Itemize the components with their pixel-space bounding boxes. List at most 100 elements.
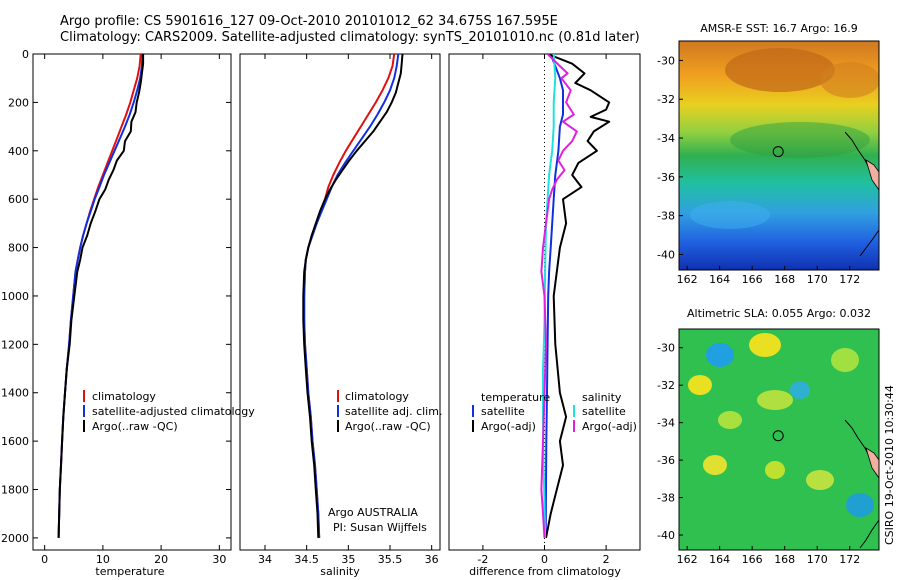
temperature-legend: climatology satellite-adjusted climatolo… bbox=[83, 390, 255, 433]
map-x-tick-label: 172 bbox=[839, 553, 860, 566]
salinity-plot: 34 34.5 35 35.5 36 bbox=[258, 53, 439, 566]
figure-title-line1: Argo profile: CS 5901616_127 09-Oct-2010… bbox=[60, 14, 558, 29]
map-y-tick-label: -32 bbox=[657, 379, 675, 392]
series-argo-raw-qc bbox=[302, 53, 404, 538]
x-tick-label: 10 bbox=[96, 553, 110, 566]
legend-label-argo: Argo(..raw -QC) bbox=[345, 420, 431, 433]
legend-label-temp-argo: Argo(-adj) bbox=[481, 420, 536, 433]
legend-swatch-argo bbox=[337, 420, 339, 432]
y-tick-label: 400 bbox=[8, 145, 29, 158]
map-y-tick-label: -36 bbox=[657, 454, 675, 467]
temperature-axis-label: temperature bbox=[95, 565, 164, 578]
sst-map-frame bbox=[678, 40, 880, 271]
legend-swatch-temp-argo bbox=[472, 420, 474, 432]
legend-swatch-climatology bbox=[83, 390, 85, 402]
map-y-tick-label: -38 bbox=[657, 210, 675, 223]
map-x-tick-label: 170 bbox=[807, 273, 828, 286]
map-y-tick-label: -30 bbox=[657, 54, 675, 67]
sst-map-title: AMSR-E SST: 16.7 Argo: 16.9 bbox=[700, 22, 858, 35]
x-tick-label: 34.5 bbox=[294, 553, 319, 566]
operator-label: Argo AUSTRALIA bbox=[328, 506, 418, 519]
x-tick-label: 34 bbox=[258, 553, 272, 566]
legend-label-temp-satellite: satellite bbox=[481, 405, 525, 418]
map-x-tick-label: 166 bbox=[742, 273, 763, 286]
temperature-plot: 0 10 20 30 0 200 400 600 800 1000 1200 1400 1600 1800… bbox=[1, 48, 231, 566]
map-y-tick-label: -34 bbox=[657, 132, 675, 145]
legend-label-satellite-adjusted: satellite-adjusted climatology bbox=[92, 405, 255, 418]
argo-float-marker bbox=[772, 430, 784, 442]
x-tick-label: 30 bbox=[212, 553, 226, 566]
sla-low-patch bbox=[706, 343, 734, 367]
map-y-tick-label: -34 bbox=[657, 417, 675, 430]
sla-high-patch bbox=[757, 390, 793, 410]
y-tick-label: 0 bbox=[22, 48, 29, 61]
y-tick-label: 1800 bbox=[1, 484, 29, 497]
x-tick-label: 2 bbox=[603, 553, 610, 566]
map-y-tick-label: -36 bbox=[657, 171, 675, 184]
legend-label-sal-satellite: satellite bbox=[582, 405, 626, 418]
y-tick-label: 1000 bbox=[1, 290, 29, 303]
series-climatology bbox=[303, 53, 396, 538]
map-x-tick-label: 168 bbox=[774, 273, 795, 286]
x-tick-label: 36 bbox=[425, 553, 439, 566]
map-y-tick-label: -32 bbox=[657, 93, 675, 106]
map-y-tick-label: -38 bbox=[657, 492, 675, 505]
map-y-tick-label: -30 bbox=[657, 342, 675, 355]
pi-label: PI: Susan Wijffels bbox=[333, 521, 427, 534]
sla-map-axes: 162 164 166 168 170 172 -30 -32 -34 -36 -38 -40 bbox=[657, 342, 860, 566]
sla-high-patch bbox=[765, 461, 785, 479]
y-tick-label: 200 bbox=[8, 96, 29, 109]
legend-header-salinity: salinity bbox=[582, 391, 622, 404]
sla-land bbox=[865, 447, 879, 479]
legend-swatch-argo bbox=[83, 420, 85, 432]
sla-high-patch bbox=[688, 375, 712, 395]
y-tick-label: 600 bbox=[8, 193, 29, 206]
sla-low-patch bbox=[790, 381, 810, 399]
sla-high-patch bbox=[831, 348, 859, 372]
map-x-tick-label: 162 bbox=[677, 553, 698, 566]
difference-axis-label: difference from climatology bbox=[469, 565, 621, 578]
series-argo-raw-qc bbox=[57, 54, 145, 538]
legend-swatch-sal-satellite bbox=[573, 405, 575, 417]
legend-swatch-temp-satellite bbox=[472, 405, 474, 417]
map-x-tick-label: 170 bbox=[807, 553, 828, 566]
temperature-plot-frame bbox=[32, 53, 232, 551]
series-salinity-argo-adj bbox=[540, 53, 578, 538]
x-tick-label: 35.5 bbox=[378, 553, 403, 566]
salinity-axis-label: salinity bbox=[320, 565, 360, 578]
legend-header-temperature: temperature bbox=[481, 391, 550, 404]
x-tick-label: 0 bbox=[541, 553, 548, 566]
sla-map-frame bbox=[678, 328, 880, 551]
sla-map-title: Altimetric SLA: 0.055 Argo: 0.032 bbox=[687, 307, 871, 320]
sla-high-patch bbox=[806, 470, 834, 490]
legend-label-satellite-adj: satellite adj. clim. bbox=[345, 405, 442, 418]
map-y-tick-label: -40 bbox=[657, 248, 675, 261]
sla-high-patch bbox=[749, 333, 781, 357]
legend-label-climatology: climatology bbox=[345, 390, 409, 403]
sst-warm-patch bbox=[820, 62, 879, 98]
salinity-legend: climatology satellite adj. clim. Argo(..… bbox=[328, 390, 442, 534]
series-satellite-adjusted-climatology bbox=[57, 53, 144, 538]
legend-label-sal-argo: Argo(-adj) bbox=[582, 420, 637, 433]
series-climatology bbox=[57, 53, 142, 538]
y-tick-label: 2000 bbox=[1, 532, 29, 545]
legend-swatch-satellite-adjusted bbox=[83, 405, 85, 417]
y-tick-label: 800 bbox=[8, 242, 29, 255]
x-tick-label: 20 bbox=[154, 553, 168, 566]
legend-label-argo: Argo(..raw -QC) bbox=[92, 420, 178, 433]
sla-map bbox=[679, 329, 879, 550]
salinity-plot-frame bbox=[239, 53, 441, 551]
y-tick-label: 1400 bbox=[1, 387, 29, 400]
legend-label-climatology: climatology bbox=[92, 390, 156, 403]
map-x-tick-label: 168 bbox=[774, 553, 795, 566]
legend-swatch-satellite-adj bbox=[337, 405, 339, 417]
difference-legend: temperature satellite Argo(-adj) salinit… bbox=[472, 391, 637, 433]
x-tick-label: 0 bbox=[41, 553, 48, 566]
map-y-tick-label: -40 bbox=[657, 529, 675, 542]
legend-swatch-sal-argo bbox=[573, 420, 575, 432]
sst-green-band bbox=[730, 122, 870, 158]
sst-map bbox=[679, 41, 879, 270]
sst-land bbox=[865, 159, 879, 191]
sla-high-patch bbox=[703, 455, 727, 475]
